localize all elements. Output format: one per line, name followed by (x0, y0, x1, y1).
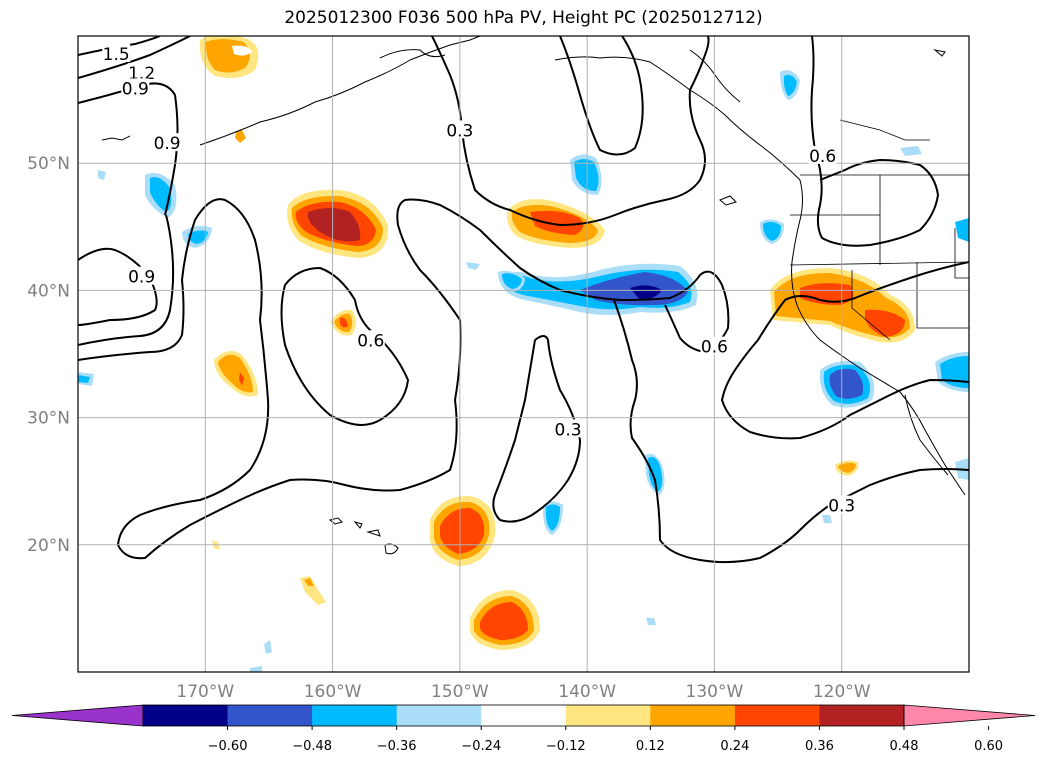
contour-label-0: 1.5 (103, 45, 130, 65)
contour-label-9: 0.6 (809, 147, 836, 167)
lat-label-3: 20°N (27, 536, 70, 556)
contour-label-4: 0.9 (128, 268, 155, 288)
contour-label-bg-10 (827, 495, 856, 514)
contour-1.5 (78, 36, 161, 56)
colorbar-label-6: 0.24 (720, 739, 749, 754)
lon-label-2: 150°W (431, 682, 489, 702)
contour-label-bg-2 (121, 78, 150, 97)
contour-label-bg-0 (102, 44, 131, 63)
colorbar-label-0: −0.60 (208, 739, 248, 754)
colorbar-label-1: −0.48 (292, 739, 332, 754)
contour-0.6-east (810, 36, 940, 247)
lat-labels: 50°N 40°N 30°N 20°N (27, 154, 70, 556)
colorbar-segment-8 (819, 705, 905, 726)
alaska-coast (199, 36, 481, 146)
colorbar-extend-high (903, 704, 1036, 727)
lat-label-1: 40°N (27, 281, 70, 301)
colorbar-segment-2 (312, 705, 398, 726)
colorbar-segment-7 (734, 705, 820, 726)
contour-labels: 1.51.20.90.90.90.30.60.30.60.60.3 (102, 44, 856, 517)
contour-label-8: 0.6 (701, 338, 728, 358)
contour-0.6-west (78, 198, 730, 560)
contour-label-5: 0.3 (446, 121, 473, 141)
plot-frame (77, 35, 970, 673)
colorbar-label-8: 0.48 (890, 739, 919, 754)
pv-anomaly-fills (78, 36, 969, 672)
contour-label-bg-6 (356, 330, 385, 349)
contour-0.3-south (492, 335, 582, 523)
contour-label-bg-7 (554, 419, 583, 438)
colorbar: −0.60 −0.48 −0.36 −0.24 −0.12 0.12 0.24 0.36 0.4… (11, 704, 1036, 754)
contour-0.9-north (78, 82, 179, 216)
colorbar-frame (142, 704, 905, 727)
colorbar-segment-4 (481, 705, 567, 726)
plot-title: 2025012300 F036 500 hPa PV, Height PC (2… (284, 8, 763, 28)
colorbar-segment-0 (143, 705, 229, 726)
colorbar-segment-5 (565, 705, 651, 726)
colorbar-segment-1 (227, 705, 313, 726)
contour-label-bg-8 (700, 336, 729, 355)
contour-label-bg-4 (127, 266, 156, 285)
contour-label-10: 0.3 (828, 497, 855, 517)
colorbar-label-2: −0.36 (377, 739, 417, 754)
grid-lines (78, 36, 969, 672)
lon-label-3: 140°W (558, 682, 616, 702)
contour-label-bg-3 (153, 133, 182, 152)
colorbar-label-4: −0.12 (546, 739, 586, 754)
contour-label-6: 0.6 (357, 331, 384, 351)
contour-0.9-west-outer (78, 214, 175, 346)
lat-label-2: 30°N (27, 409, 70, 429)
contour-0.6-loop (280, 266, 410, 426)
colorbar-label-7: 0.36 (805, 739, 834, 754)
lat-label-0: 50°N (27, 154, 70, 174)
lon-label-1: 160°W (304, 682, 362, 702)
lon-label-5: 120°W (813, 682, 871, 702)
contour-label-2: 0.9 (122, 79, 149, 99)
lon-label-4: 130°W (686, 682, 744, 702)
colorbar-label-5: 0.12 (636, 739, 665, 754)
colorbar-segment-6 (650, 705, 736, 726)
colorbar-label-3: −0.24 (461, 739, 501, 754)
contour-0.6-coast (720, 261, 969, 440)
colorbar-segment-3 (396, 705, 482, 726)
contour-label-7: 0.3 (555, 420, 582, 440)
contour-0.9-west-inner (78, 247, 158, 326)
contour-label-3: 0.9 (154, 134, 181, 154)
lon-labels: 170°W 160°W 150°W 140°W 130°W 120°W (176, 682, 870, 702)
contour-label-bg-1 (127, 63, 156, 82)
contour-label-bg-9 (808, 145, 837, 164)
colorbar-extend-low (11, 704, 144, 727)
contour-0.3-bulge (559, 36, 644, 156)
colorbar-label-9: 0.60 (974, 739, 1003, 754)
contour-label-bg-5 (445, 120, 474, 139)
contour-0.3-southeast (613, 299, 969, 564)
coastlines (101, 36, 966, 555)
contour-1.2 (78, 36, 191, 79)
lon-label-0: 170°W (176, 682, 234, 702)
state-borders (789, 119, 969, 341)
north-america-coast (791, 179, 966, 496)
